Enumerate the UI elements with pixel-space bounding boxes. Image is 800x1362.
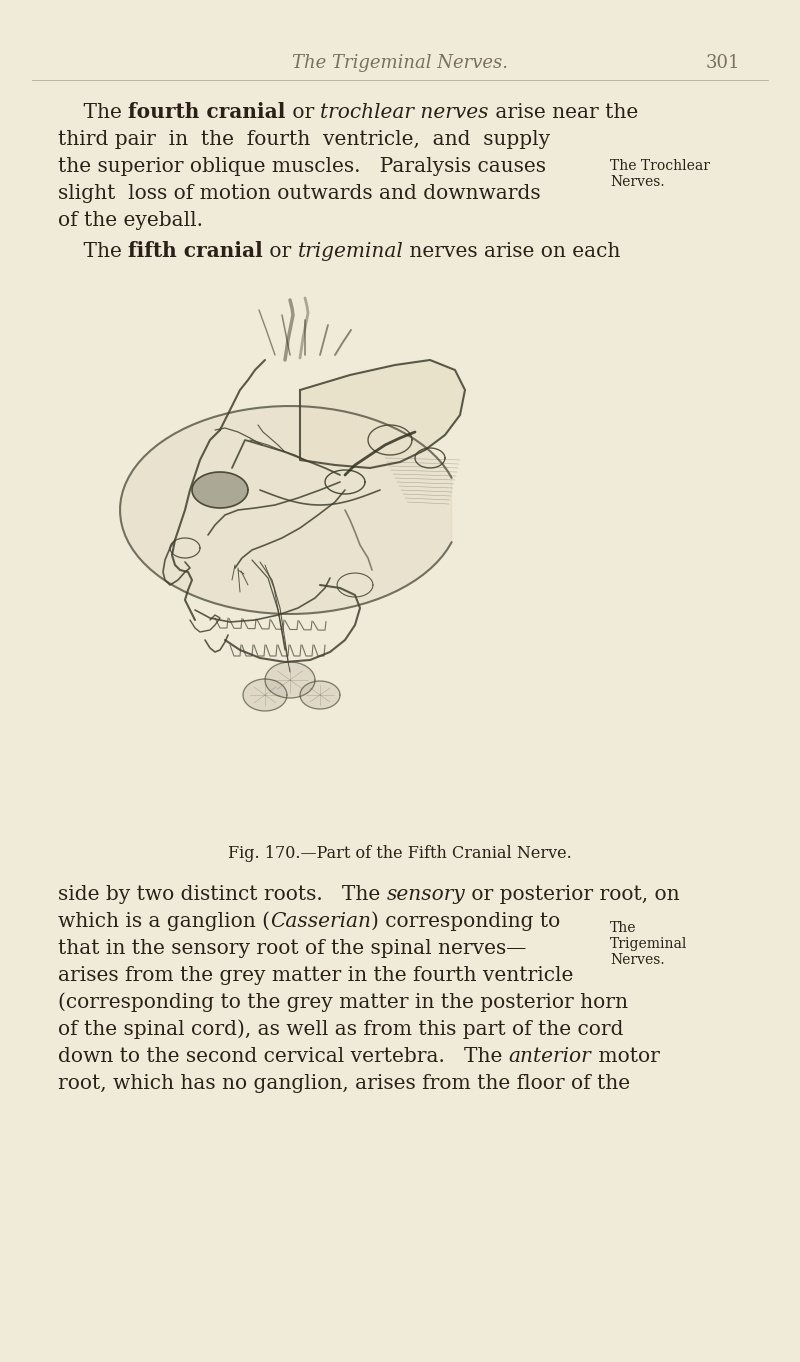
Text: or: or <box>263 242 298 262</box>
Text: or: or <box>286 104 320 123</box>
Text: root, which has no ganglion, arises from the floor of the: root, which has no ganglion, arises from… <box>58 1075 630 1092</box>
Text: arise near the: arise near the <box>489 104 638 123</box>
Text: Trigeminal: Trigeminal <box>610 937 687 951</box>
Text: trochlear nerves: trochlear nerves <box>320 104 489 123</box>
Text: Fig. 170.—Part of the Fifth Cranial Nerve.: Fig. 170.—Part of the Fifth Cranial Nerv… <box>228 844 572 862</box>
Text: ) corresponding to: ) corresponding to <box>371 911 560 932</box>
Text: slight  loss of motion outwards and downwards: slight loss of motion outwards and downw… <box>58 184 541 203</box>
Text: anterior: anterior <box>509 1047 591 1066</box>
Text: side by two distinct roots.   The: side by two distinct roots. The <box>58 885 386 904</box>
Text: Nerves.: Nerves. <box>610 953 665 967</box>
Text: Nerves.: Nerves. <box>610 174 665 189</box>
Text: of the eyeball.: of the eyeball. <box>58 211 203 230</box>
Polygon shape <box>120 406 452 614</box>
Text: fourth cranial: fourth cranial <box>128 102 286 123</box>
Text: trigeminal: trigeminal <box>298 242 403 262</box>
Polygon shape <box>300 360 465 469</box>
Text: The Trigeminal Nerves.: The Trigeminal Nerves. <box>292 54 508 72</box>
Text: Casserian: Casserian <box>270 913 371 932</box>
Text: The: The <box>58 242 128 262</box>
Text: which is a ganglion (: which is a ganglion ( <box>58 911 270 932</box>
Text: motor: motor <box>591 1047 659 1066</box>
Text: nerves arise on each: nerves arise on each <box>403 242 621 262</box>
Text: arises from the grey matter in the fourth ventricle: arises from the grey matter in the fourt… <box>58 966 574 985</box>
Text: sensory: sensory <box>386 885 466 904</box>
Text: The: The <box>58 104 128 123</box>
Text: fifth cranial: fifth cranial <box>128 241 263 262</box>
Polygon shape <box>192 473 248 508</box>
Text: the superior oblique muscles.   Paralysis causes: the superior oblique muscles. Paralysis … <box>58 157 546 176</box>
Polygon shape <box>265 662 315 697</box>
Polygon shape <box>243 680 287 711</box>
Text: of the spinal cord), as well as from this part of the cord: of the spinal cord), as well as from thi… <box>58 1019 623 1039</box>
Polygon shape <box>300 681 340 710</box>
Text: third pair  in  the  fourth  ventricle,  and  supply: third pair in the fourth ventricle, and … <box>58 129 550 148</box>
Text: that in the sensory root of the spinal nerves—: that in the sensory root of the spinal n… <box>58 938 526 957</box>
Text: or posterior root, on: or posterior root, on <box>466 885 680 904</box>
Text: down to the second cervical vertebra.   The: down to the second cervical vertebra. Th… <box>58 1047 509 1066</box>
Text: The Trochlear: The Trochlear <box>610 159 710 173</box>
Text: 301: 301 <box>706 54 740 72</box>
Text: (corresponding to the grey matter in the posterior horn: (corresponding to the grey matter in the… <box>58 993 628 1012</box>
Text: The: The <box>610 921 637 934</box>
